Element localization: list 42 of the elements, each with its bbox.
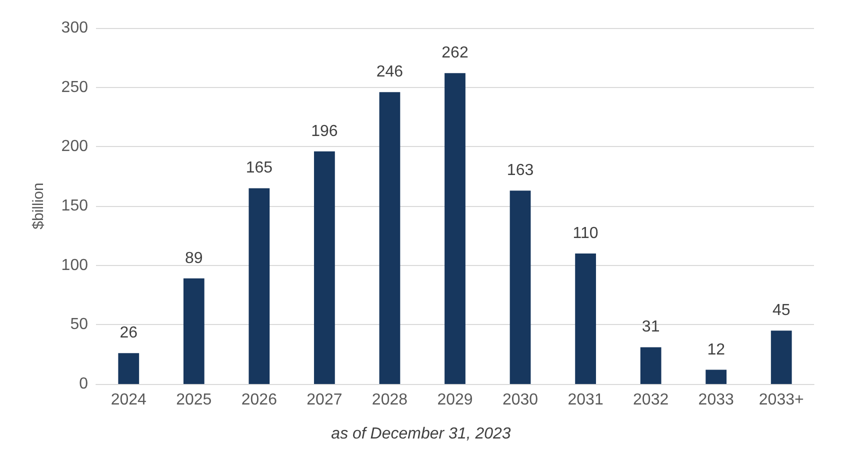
x-tick-label: 2033 (698, 392, 734, 408)
bar (706, 370, 727, 384)
x-tick-label: 2028 (372, 392, 408, 408)
data-label: 110 (572, 224, 598, 242)
x-tick-label: 2025 (176, 392, 212, 408)
y-tick-label: 0 (79, 376, 88, 392)
y-tick-label: 100 (61, 256, 88, 274)
data-label: 165 (246, 160, 273, 177)
x-tick-label: 2029 (437, 392, 473, 408)
y-tick-label: 200 (61, 138, 88, 156)
data-label: 89 (185, 250, 203, 267)
text: as of December 31, 2023 (331, 426, 511, 442)
bar (183, 278, 204, 384)
data-label: 26 (120, 324, 138, 342)
bar (575, 253, 596, 384)
bar (118, 353, 140, 384)
bar (510, 190, 531, 384)
x-tick-label: 2031 (568, 392, 604, 408)
x-tick-label: 2032 (633, 392, 669, 408)
data-label: 246 (376, 64, 404, 81)
x-tick-label: 2027 (306, 392, 342, 408)
y-tick-label: 50 (70, 316, 88, 334)
bar (379, 92, 400, 384)
bar (314, 151, 335, 384)
data-label: 163 (506, 162, 534, 180)
bar (640, 347, 662, 384)
y-tick-label: 250 (61, 78, 88, 96)
data-label: 12 (707, 341, 726, 358)
y-axis-title: $billion (30, 182, 47, 230)
data-label: 45 (772, 302, 790, 320)
bar (770, 330, 792, 384)
data-label: 262 (442, 44, 468, 62)
x-tick-label: 2026 (241, 392, 278, 408)
bar (248, 188, 270, 384)
data-label: 196 (311, 122, 338, 140)
data-label: 31 (642, 318, 660, 336)
y-tick-label: 150 (61, 198, 88, 214)
bar (444, 73, 466, 384)
x-tick-label: 2024 (110, 392, 147, 408)
x-tick-label: 2030 (502, 392, 538, 408)
x-tick-label: 2033+ (758, 392, 804, 408)
y-tick-label: 300 (61, 20, 88, 36)
